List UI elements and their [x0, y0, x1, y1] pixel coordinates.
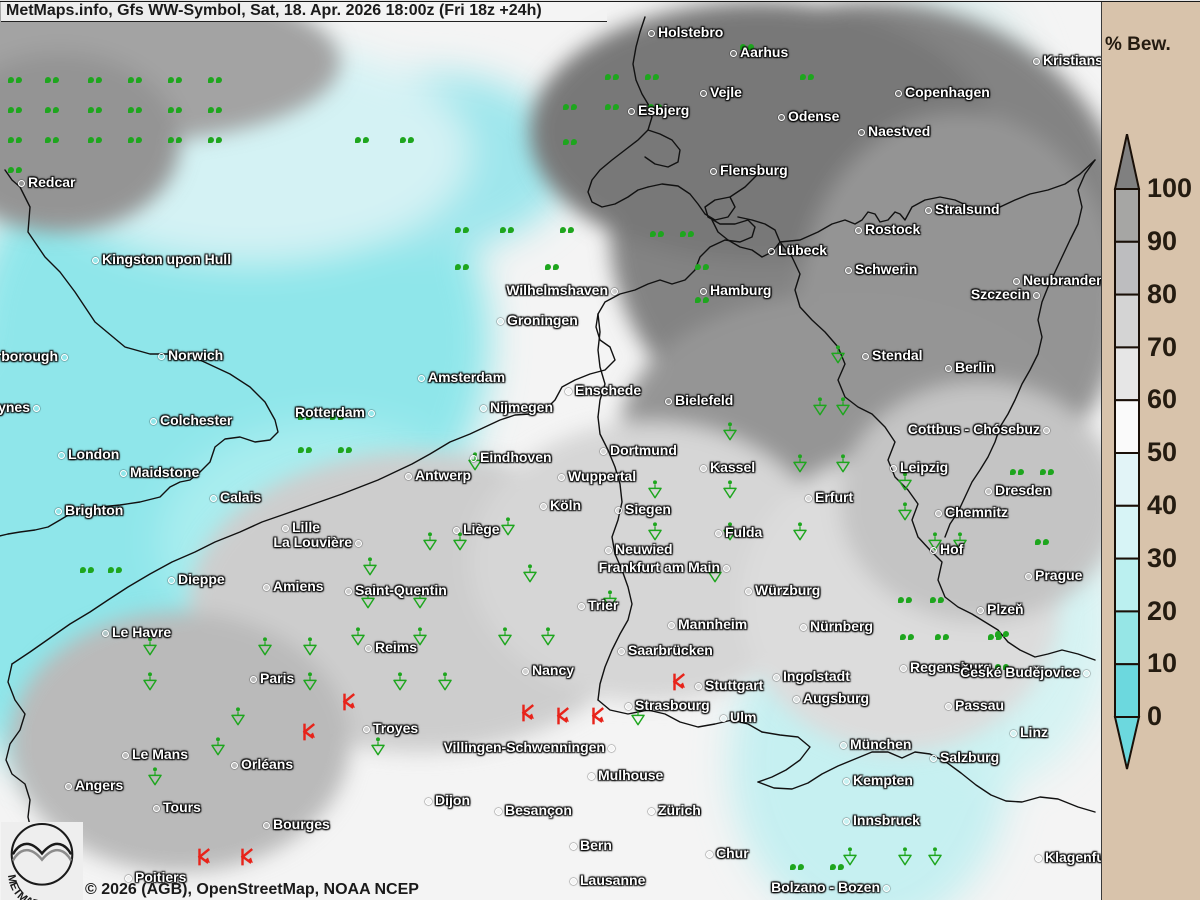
svg-text:40: 40 [1147, 490, 1177, 520]
svg-text:100: 100 [1147, 173, 1192, 203]
svg-text:0: 0 [1147, 701, 1162, 731]
svg-text:10: 10 [1147, 648, 1177, 678]
svg-text:90: 90 [1147, 226, 1177, 256]
svg-text:60: 60 [1147, 384, 1177, 414]
svg-text:80: 80 [1147, 279, 1177, 309]
svg-text:70: 70 [1147, 332, 1177, 362]
svg-text:30: 30 [1147, 543, 1177, 573]
svg-text:50: 50 [1147, 437, 1177, 467]
svg-text:20: 20 [1147, 596, 1177, 626]
